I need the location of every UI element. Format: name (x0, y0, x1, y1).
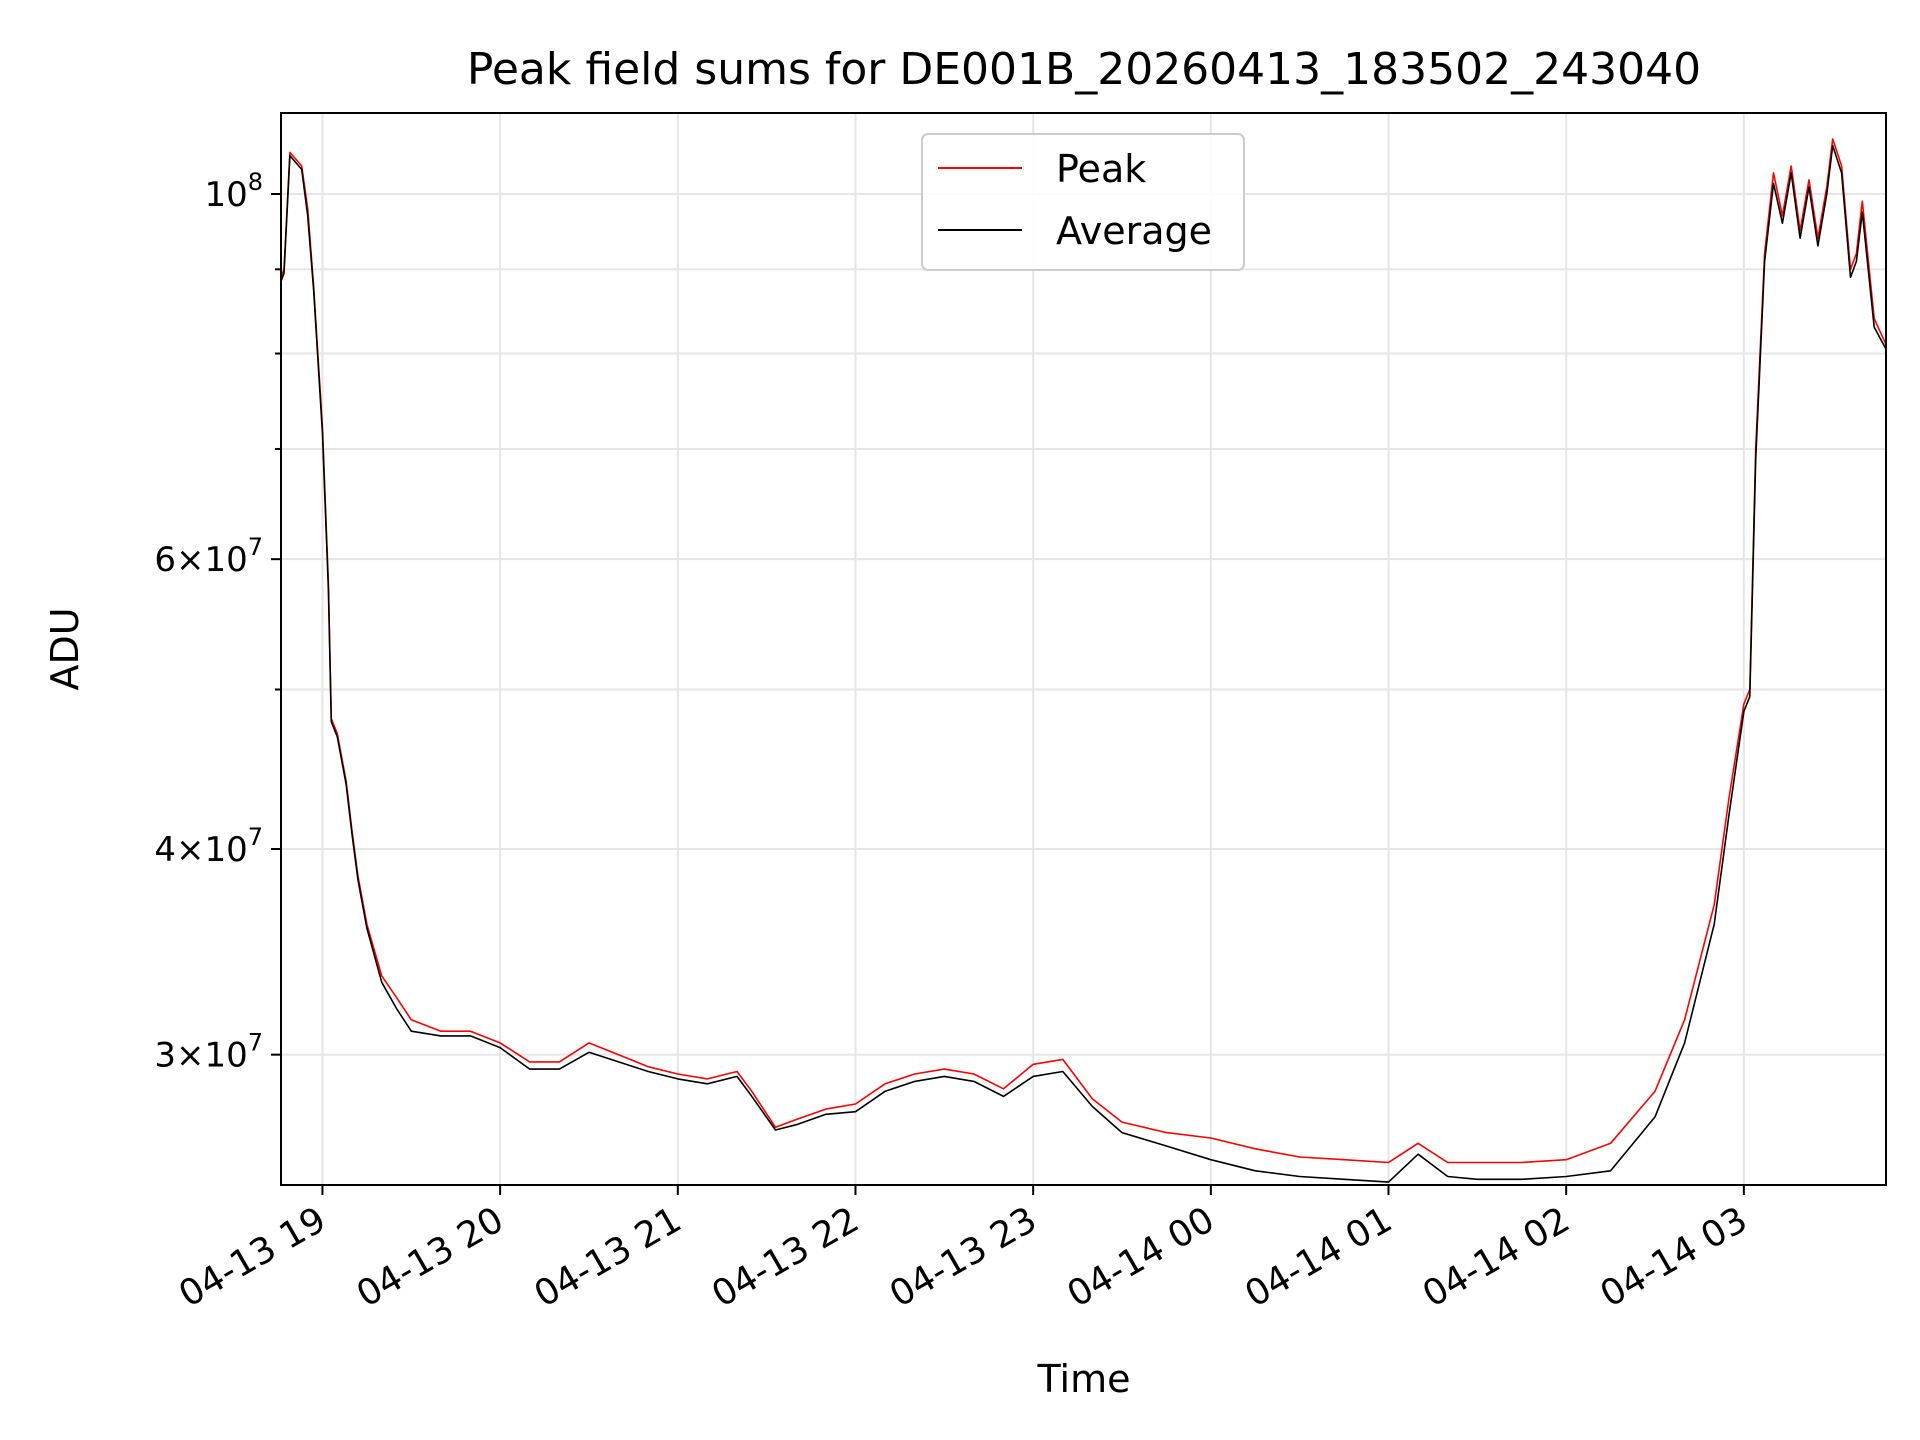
series-line-average (280, 144, 1887, 1183)
x-tick-label: 04-14 03 (1594, 1199, 1755, 1315)
y-axis: 3×107 4×107 6×107 108 (154, 168, 281, 1076)
y-tick-label: 4×107 (154, 823, 263, 870)
x-tick-label: 04-13 20 (350, 1199, 511, 1315)
x-tick-label: 04-13 22 (705, 1199, 866, 1315)
plot-area (280, 138, 1887, 1183)
x-axis: 04-13 19 04-13 20 04-13 21 04-13 22 04-13 23… (172, 1185, 1754, 1316)
grid (281, 113, 1886, 1185)
y-tick-label: 108 (204, 168, 263, 215)
x-axis-label: Time (1037, 1357, 1131, 1401)
x-tick-label: 04-14 01 (1238, 1199, 1399, 1315)
x-tick-label: 04-14 02 (1416, 1199, 1577, 1315)
legend-label-average: Average (1056, 209, 1212, 253)
y-tick-label: 6×107 (154, 533, 263, 580)
series-line-peak (280, 138, 1887, 1164)
x-tick-label: 04-13 19 (172, 1199, 333, 1315)
legend: Peak Average (921, 133, 1245, 271)
x-tick-label: 04-13 23 (883, 1199, 1044, 1315)
x-tick-label: 04-13 21 (528, 1199, 689, 1315)
y-axis-label: ADU (43, 607, 87, 690)
x-tick-label: 04-14 00 (1061, 1199, 1222, 1315)
legend-label-peak: Peak (1056, 147, 1146, 191)
chart-title: Peak field sums for DE001B_20260413_1835… (467, 44, 1701, 95)
axes-frame (280, 112, 1887, 1186)
y-tick-label: 3×107 (154, 1029, 263, 1076)
